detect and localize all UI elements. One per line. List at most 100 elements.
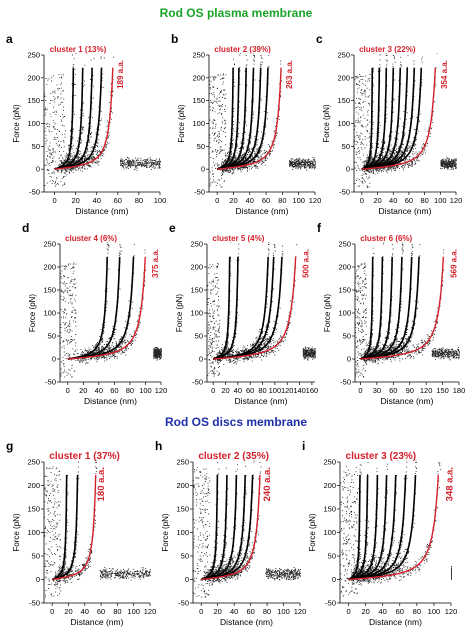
wlc-curve-d [67,256,108,360]
y-tick-label-b: 200 [192,73,205,82]
y-axis-label-a: Force (pN) [12,104,21,143]
x-tick-label-b: 100 [292,196,305,205]
panel-letter-a: a [6,32,13,46]
x-tick-label-e: 80 [258,386,266,395]
y-tick-label-b: 100 [192,119,205,128]
y-tick-label-i: 50 [328,552,336,561]
y-tick-label-f: 250 [338,240,351,249]
contour-label-h: 240 a.a. [262,467,273,501]
wlc-curve-h [201,474,246,581]
x-tick-label-d: 120 [155,386,168,395]
wlc-curve-c [361,67,395,170]
fit-curve-e [213,256,297,360]
x-tick-label-g: 20 [64,607,72,616]
panel-b: b cluster 2 (39%) -50 0 50 100 150 200 250 0 20 40 6… [171,32,321,216]
x-tick-label-h: 40 [230,607,238,616]
x-tick-label-e: 20 [221,386,229,395]
wlc-curve-f [360,256,393,360]
x-tick-label-e: 140 [293,386,306,395]
x-tick-label-d: 60 [110,386,118,395]
x-tick-label-d: 80 [126,386,134,395]
x-axis-label-b: Distance (nm) [236,206,289,216]
y-tick-label-g: 50 [32,552,40,561]
panel-f: f cluster 6 (6%) -50 0 50 100 150 200 250 0 30 60 90… [317,221,465,406]
y-tick-label-a: 100 [27,119,40,128]
fit-curve-g [52,474,97,581]
y-tick-label-i: 150 [323,505,336,514]
contour-label-d: 375 a.a. [151,249,160,278]
cluster-title-f: cluster 6 (6%) [360,234,412,243]
y-tick-label-h: 100 [176,528,189,537]
y-tick-label-c: 0 [346,165,350,174]
x-tick-label-h: 80 [263,607,271,616]
x-tick-label-e: 120 [281,386,294,395]
y-tick-label-f: 150 [338,286,351,295]
x-tick-label-g: 0 [50,607,54,616]
y-tick-label-g: 250 [27,458,40,467]
y-tick-label-g: 100 [27,528,40,537]
x-tick-label-b: 120 [309,196,322,205]
x-axis-label-c: Distance (nm) [379,206,432,216]
x-tick-label-a: 0 [52,196,56,205]
x-tick-label-g: 40 [81,607,89,616]
y-axis-label-g: Force (pN) [12,513,21,552]
y-axis-label-e: Force (pN) [175,294,184,333]
x-tick-label-a: 80 [135,196,143,205]
x-tick-label-b: 20 [229,196,237,205]
section-heading-plasma: Rod OS plasma membrane [160,6,313,20]
y-tick-label-e: 0 [199,355,203,364]
y-tick-label-g: -50 [29,599,40,608]
y-tick-label-i: 0 [332,575,336,584]
y-tick-label-e: 250 [190,240,203,249]
y-tick-label-e: 50 [195,332,203,341]
panel-letter-f: f [317,221,322,235]
x-tick-label-h: 60 [246,607,254,616]
panel-c: c cluster 3 (22%) -50 0 50 100 150 200 250 0 20 40 6… [316,32,462,216]
y-tick-label-f: 50 [343,332,351,341]
x-axis-label-h: Distance (nm) [220,617,273,627]
y-axis-label-i: Force (pN) [308,513,317,552]
panel-letter-i: i [302,439,305,453]
panel-a: a cluster 1 (13%) -50 0 50 100 150 200 250 0 20 40 6… [6,32,166,216]
y-tick-label-h: 250 [176,458,189,467]
x-tick-label-c: 0 [360,196,364,205]
x-tick-label-c: 60 [405,196,413,205]
y-tick-label-i: 250 [323,458,336,467]
y-tick-label-i: -50 [325,599,336,608]
x-tick-label-a: 40 [93,196,101,205]
x-tick-label-f: 150 [436,386,449,395]
x-tick-label-b: 80 [278,196,286,205]
x-tick-label-d: 40 [95,386,103,395]
panel-d: d cluster 4 (6%) -50 0 50 100 150 200 250 0 20 40 60… [22,221,167,406]
y-tick-label-d: 200 [43,263,56,272]
x-axis-label-i: Distance (nm) [369,617,422,627]
x-tick-label-a: 100 [154,196,167,205]
y-tick-label-e: 100 [190,309,203,318]
x-tick-label-g: 80 [113,607,121,616]
y-tick-label-c: 200 [337,73,350,82]
cluster-title-d: cluster 4 (6%) [65,234,117,243]
y-tick-label-f: -50 [340,378,351,387]
y-tick-label-d: -50 [45,378,56,387]
y-tick-label-a: 200 [27,73,40,82]
contour-label-g: 180 a.a. [96,467,107,501]
y-tick-label-c: 100 [337,119,350,128]
x-axis-label-f: Distance (nm) [381,396,434,406]
y-tick-label-f: 0 [347,355,351,364]
x-tick-label-e: 0 [211,386,215,395]
y-axis-label-h: Force (pN) [161,513,170,552]
y-tick-label-f: 100 [338,309,351,318]
x-axis-label-a: Distance (nm) [76,206,129,216]
x-tick-label-h: 100 [277,607,290,616]
fit-curve-i [348,474,439,581]
x-tick-label-e: 60 [246,386,254,395]
x-tick-label-g: 60 [97,607,105,616]
x-tick-label-b: 0 [215,196,219,205]
y-tick-label-b: 150 [192,96,205,105]
wlc-curve-b [216,67,255,170]
y-tick-label-i: 100 [323,528,336,537]
x-tick-label-f: 60 [389,386,397,395]
cluster-title-e: cluster 5 (4%) [212,234,264,243]
panel-e: e cluster 5 (4%) -50 0 50 100 150 200 250 0 20 40 60… [169,221,318,406]
